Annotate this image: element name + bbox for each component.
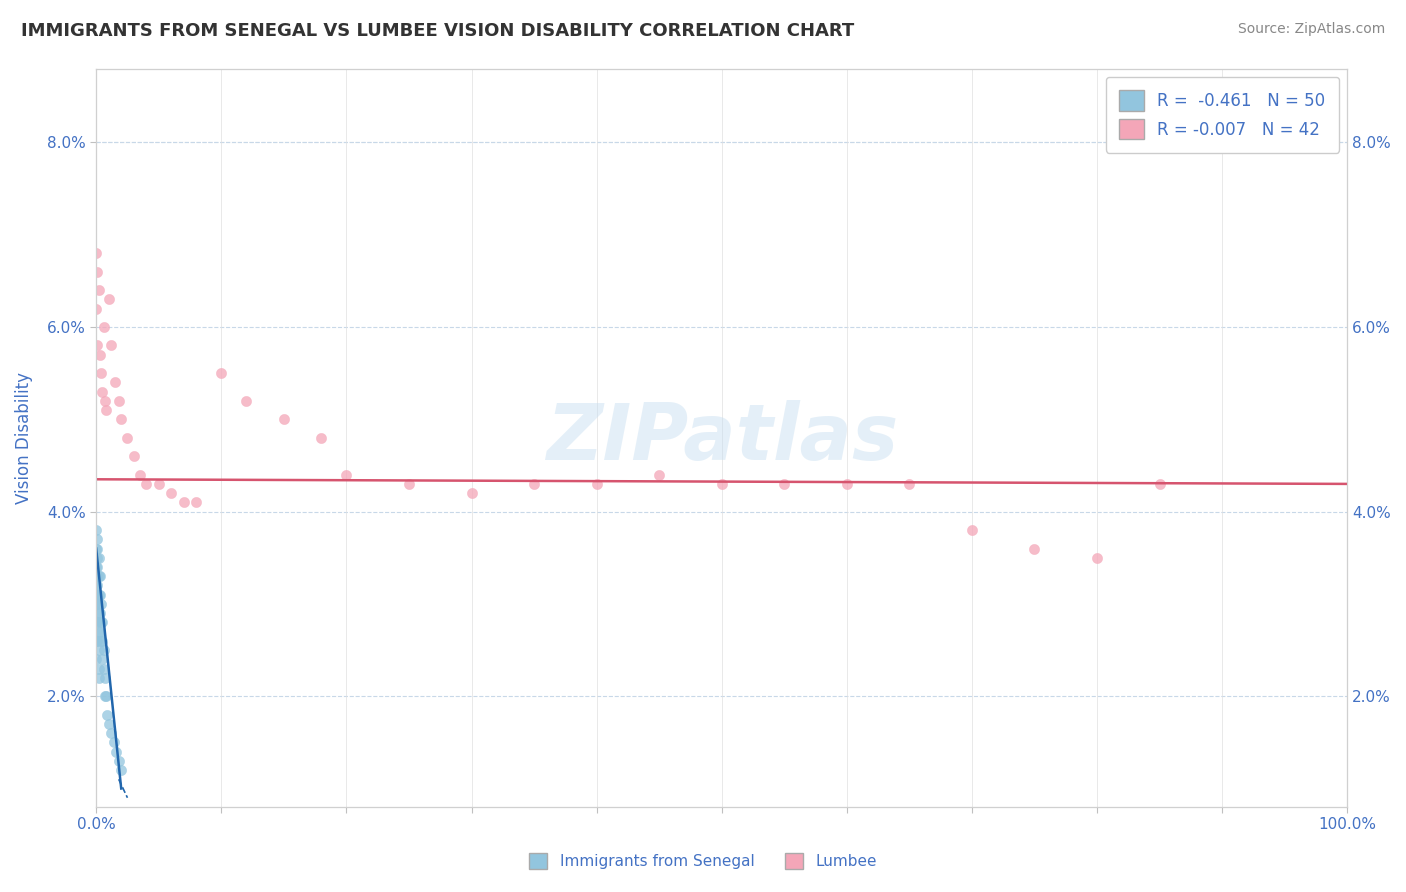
Point — [1149, 476, 1171, 491]
Point — [86, 338, 108, 352]
Point — [96, 690, 118, 704]
Point — [100, 726, 122, 740]
Point — [84, 652, 107, 666]
Legend: Immigrants from Senegal, Lumbee: Immigrants from Senegal, Lumbee — [523, 847, 883, 875]
Point — [94, 671, 117, 685]
Point — [110, 412, 132, 426]
Text: Source: ZipAtlas.com: Source: ZipAtlas.com — [1237, 22, 1385, 37]
Point — [585, 476, 607, 491]
Point — [86, 569, 108, 583]
Point — [235, 393, 257, 408]
Point — [89, 348, 111, 362]
Point — [103, 735, 125, 749]
Point — [209, 366, 232, 380]
Point — [90, 615, 112, 630]
Point — [122, 449, 145, 463]
Point — [94, 690, 117, 704]
Point — [86, 550, 108, 565]
Point — [1085, 550, 1108, 565]
Point — [87, 550, 110, 565]
Point — [117, 431, 139, 445]
Point — [84, 523, 107, 537]
Point — [86, 597, 108, 611]
Point — [100, 338, 122, 352]
Point — [89, 588, 111, 602]
Point — [97, 293, 120, 307]
Point — [97, 717, 120, 731]
Point — [87, 283, 110, 297]
Point — [960, 523, 983, 537]
Point — [87, 624, 110, 639]
Point — [148, 476, 170, 491]
Point — [87, 643, 110, 657]
Point — [335, 467, 357, 482]
Point — [84, 541, 107, 556]
Point — [91, 384, 114, 399]
Point — [87, 588, 110, 602]
Point — [93, 320, 115, 334]
Point — [96, 403, 118, 417]
Point — [89, 624, 111, 639]
Point — [107, 754, 129, 768]
Point — [84, 560, 107, 574]
Point — [96, 707, 118, 722]
Text: ZIPatlas: ZIPatlas — [546, 400, 898, 475]
Point — [84, 246, 107, 260]
Point — [173, 495, 195, 509]
Point — [91, 633, 114, 648]
Point — [84, 301, 107, 316]
Point — [90, 633, 112, 648]
Point — [129, 467, 152, 482]
Point — [89, 606, 111, 620]
Point — [773, 476, 796, 491]
Point — [1024, 541, 1046, 556]
Point — [93, 661, 115, 675]
Point — [91, 615, 114, 630]
Point — [710, 476, 733, 491]
Point — [90, 366, 112, 380]
Point — [87, 661, 110, 675]
Point — [898, 476, 921, 491]
Point — [94, 393, 117, 408]
Point — [84, 633, 107, 648]
Point — [835, 476, 858, 491]
Point — [84, 597, 107, 611]
Point — [110, 763, 132, 777]
Point — [86, 588, 108, 602]
Point — [523, 476, 546, 491]
Point — [93, 643, 115, 657]
Point — [87, 606, 110, 620]
Point — [311, 431, 333, 445]
Point — [135, 476, 157, 491]
Point — [86, 264, 108, 278]
Point — [86, 633, 108, 648]
Point — [84, 615, 107, 630]
Legend: R =  -0.461   N = 50, R = -0.007   N = 42: R = -0.461 N = 50, R = -0.007 N = 42 — [1105, 77, 1339, 153]
Point — [86, 541, 108, 556]
Point — [86, 615, 108, 630]
Point — [186, 495, 208, 509]
Point — [104, 376, 127, 390]
Point — [87, 569, 110, 583]
Point — [84, 569, 107, 583]
Point — [105, 745, 128, 759]
Text: IMMIGRANTS FROM SENEGAL VS LUMBEE VISION DISABILITY CORRELATION CHART: IMMIGRANTS FROM SENEGAL VS LUMBEE VISION… — [21, 22, 855, 40]
Point — [648, 467, 671, 482]
Point — [398, 476, 420, 491]
Point — [90, 597, 112, 611]
Point — [84, 588, 107, 602]
Point — [86, 533, 108, 547]
Point — [86, 578, 108, 592]
Point — [89, 569, 111, 583]
Point — [87, 671, 110, 685]
Point — [107, 393, 129, 408]
Y-axis label: Vision Disability: Vision Disability — [15, 372, 32, 504]
Point — [86, 560, 108, 574]
Point — [91, 652, 114, 666]
Point — [84, 578, 107, 592]
Point — [273, 412, 295, 426]
Point — [460, 486, 482, 500]
Point — [160, 486, 183, 500]
